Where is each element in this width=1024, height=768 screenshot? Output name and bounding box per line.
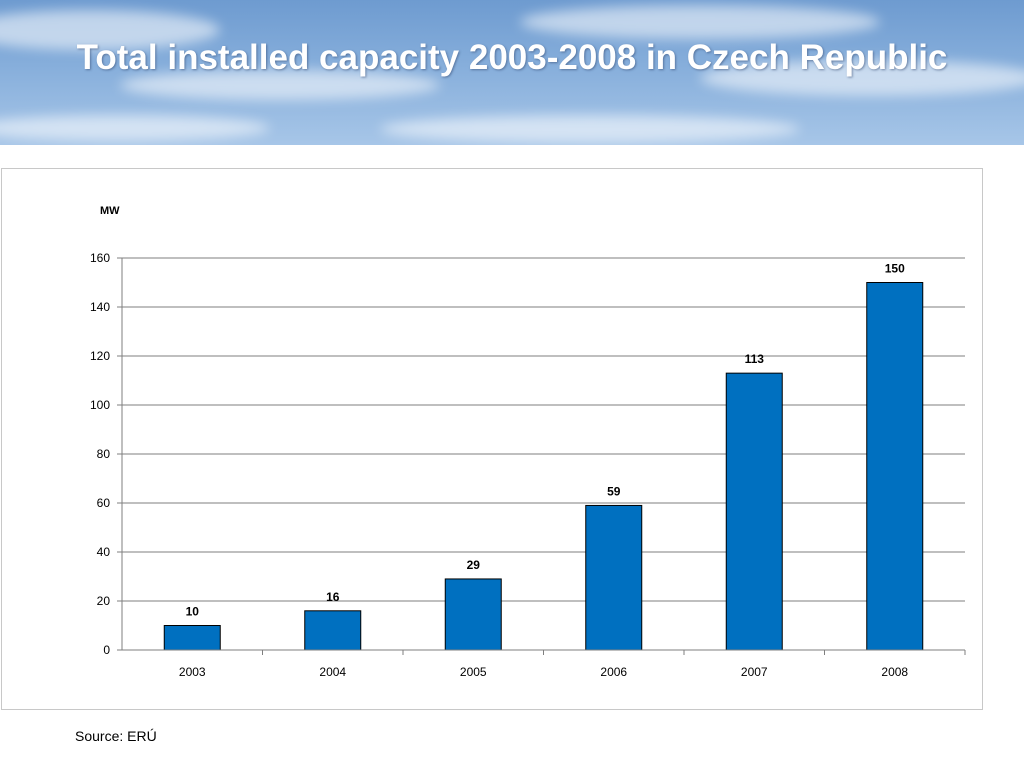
y-tick-label: 160 <box>90 251 110 265</box>
cloud-decoration <box>380 115 800 143</box>
data-label-2008: 150 <box>885 262 905 276</box>
bar-2005 <box>444 578 502 651</box>
cloud-decoration <box>0 10 220 50</box>
bar-2003 <box>163 625 221 651</box>
y-tick-label: 20 <box>97 594 111 608</box>
sky-banner: Total installed capacity 2003-2008 in Cz… <box>0 0 1024 145</box>
y-tick-label: 80 <box>97 447 111 461</box>
x-tick-label-2006: 2006 <box>600 665 627 679</box>
x-tick-label-2005: 2005 <box>460 665 487 679</box>
data-label-2007: 113 <box>745 352 765 366</box>
y-tick-label: 60 <box>97 496 111 510</box>
y-tick-label: 40 <box>97 545 111 559</box>
data-label-2005: 29 <box>467 558 481 572</box>
x-tick-label-2007: 2007 <box>741 665 768 679</box>
data-label-2003: 10 <box>186 605 200 619</box>
y-axis-ticks: 0 20 40 60 80 100 120 140 160 <box>90 251 122 657</box>
cloud-decoration <box>120 70 440 100</box>
data-label-2004: 16 <box>326 590 340 604</box>
cloud-decoration <box>0 115 270 141</box>
x-tick-label-2003: 2003 <box>179 665 206 679</box>
cloud-decoration <box>700 60 1024 96</box>
source-note: Source: ERÚ <box>75 728 157 744</box>
y-tick-label: 140 <box>90 300 110 314</box>
cloud-decoration <box>520 5 880 39</box>
y-tick-label: 0 <box>103 643 110 657</box>
x-tick-label-2008: 2008 <box>881 665 908 679</box>
bar-2008 <box>866 282 924 651</box>
y-tick-label: 120 <box>90 349 110 363</box>
x-axis-ticks: 2003 2004 2005 2006 2007 2008 <box>179 650 966 679</box>
bar-2004 <box>304 610 362 651</box>
slide-title: Total installed capacity 2003-2008 in Cz… <box>76 38 948 77</box>
chart-frame: MW 0 20 40 60 80 100 120 140 160 10 16 29 59 113 150 … <box>1 168 983 710</box>
x-tick-label-2004: 2004 <box>319 665 346 679</box>
grid-lines <box>122 257 965 602</box>
y-tick-label: 100 <box>90 398 110 412</box>
axes <box>121 258 965 651</box>
data-label-2006: 59 <box>607 484 621 498</box>
y-axis-unit-label: MW <box>100 205 120 217</box>
bar-2007 <box>725 372 783 651</box>
bar-2006 <box>585 504 643 651</box>
data-labels: 10 16 29 59 113 150 <box>186 262 906 619</box>
bars <box>163 282 924 651</box>
